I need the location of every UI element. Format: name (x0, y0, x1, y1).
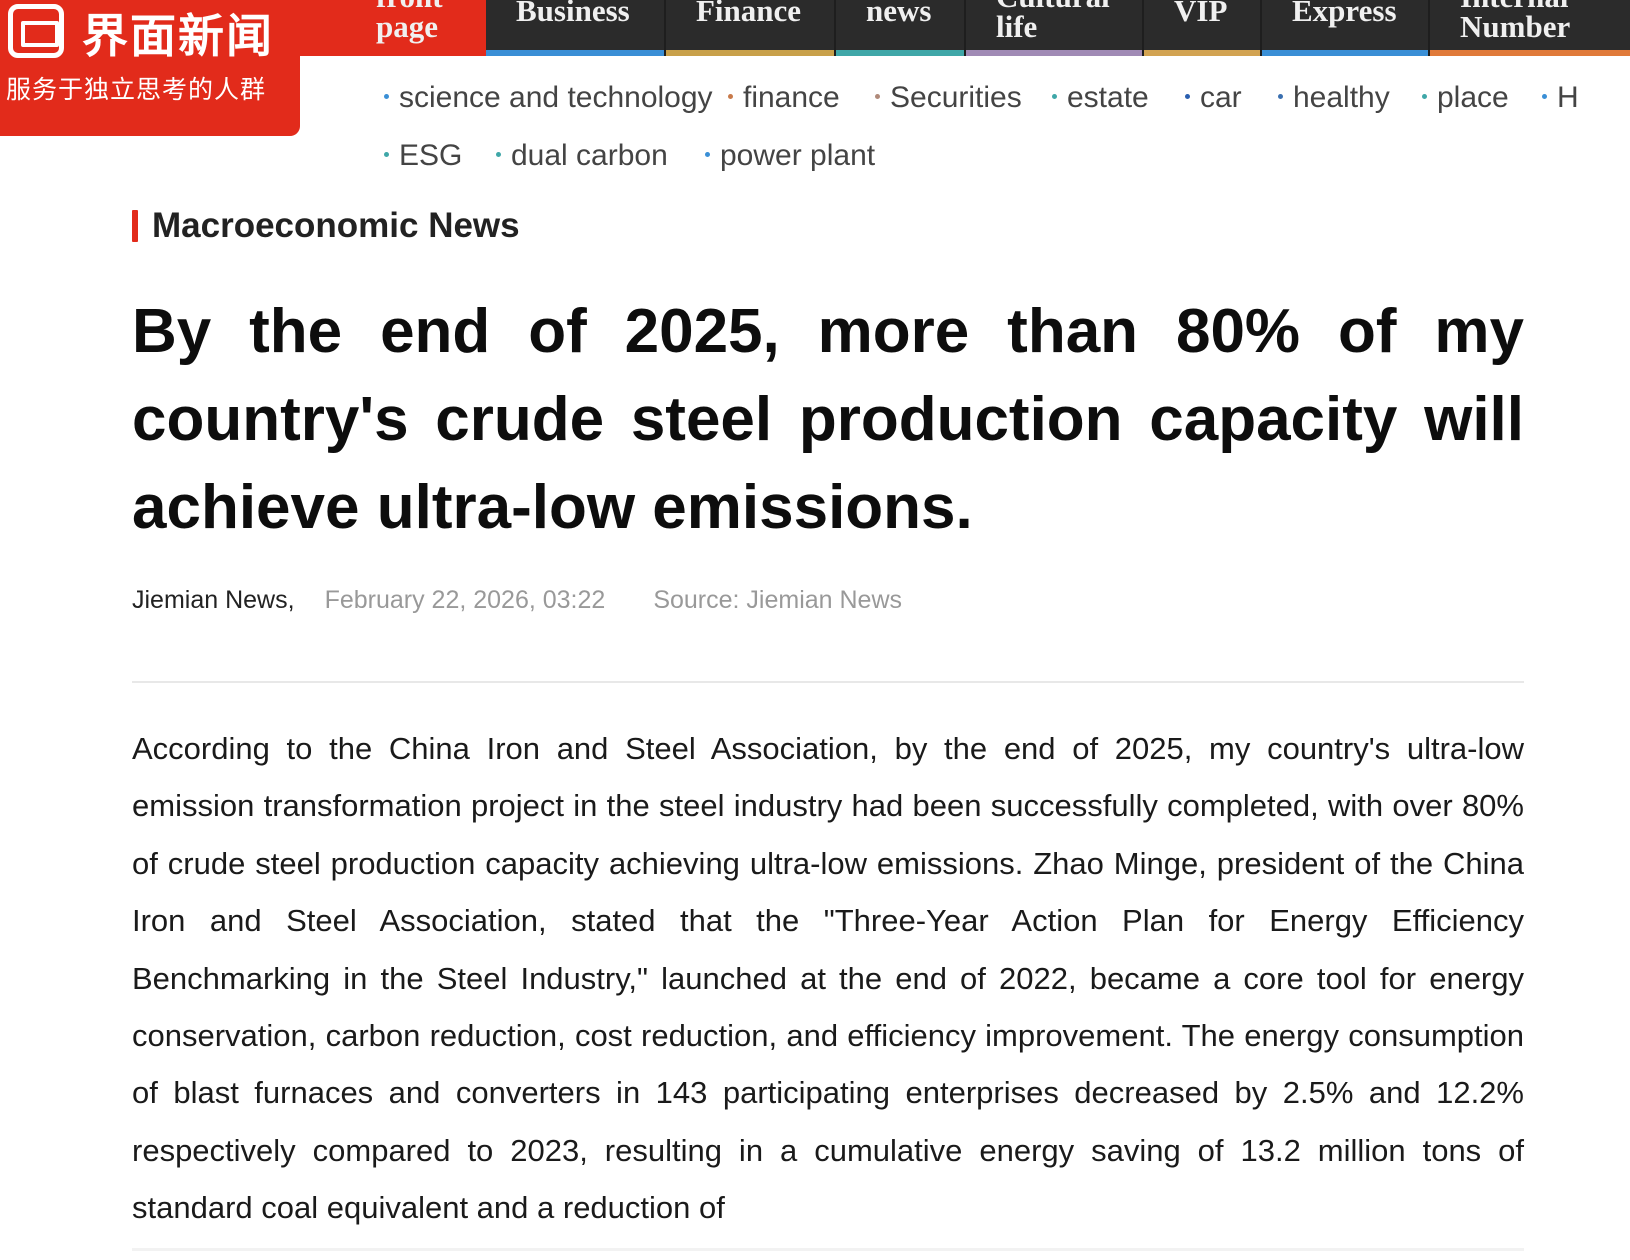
subnav-label: car (1200, 81, 1242, 114)
subnav-label: ESG (399, 139, 463, 172)
nav-accent-bar (836, 50, 966, 56)
subnav-label: H (1557, 81, 1579, 114)
bullet-dot (728, 93, 733, 99)
subnav-item-power-plant[interactable]: power plant (705, 134, 875, 178)
bullet-dot (384, 151, 389, 157)
subnav-item-car[interactable]: car (1185, 76, 1242, 120)
article-date: February 22, 2026, 03:22 (324, 586, 606, 614)
site-logo[interactable]: 界面新闻 服务于独立思考的人群 (0, 0, 300, 136)
nav-item-front-page[interactable]: front page (290, 0, 486, 56)
article-source: Source: Jiemian News (653, 586, 903, 614)
subnav-label: estate (1067, 81, 1149, 114)
nav-label: Finance (696, 0, 802, 28)
logo-name: 界面新闻 (82, 10, 274, 62)
subnav-label: power plant (720, 139, 876, 172)
subnav-row-1: science and technology finance Securitie… (384, 76, 1630, 134)
article-category[interactable]: Macroeconomic News (132, 206, 520, 246)
bullet-dot (705, 151, 710, 157)
bullet-dot (1278, 93, 1283, 99)
article-author[interactable]: Jiemian News, (132, 586, 295, 614)
subnav-label: place (1437, 81, 1509, 114)
nav-item-business[interactable]: Business (486, 0, 666, 56)
logo-slogan: 服务于独立思考的人群 (6, 76, 267, 104)
subnav-item-estate[interactable]: estate (1052, 76, 1149, 120)
bullet-dot (1422, 93, 1427, 99)
bullet-dot (1052, 93, 1057, 99)
subnav-label: Securities (890, 81, 1022, 114)
bullet-dot (1542, 93, 1547, 99)
main-navigation: front page Business Finance news Cultura… (290, 0, 1630, 56)
article-headline: By the end of 2025, more than 80% of my … (132, 297, 1524, 542)
subnav-label: dual carbon (511, 139, 668, 172)
bullet-dot (875, 93, 880, 99)
subnav-label: finance (743, 81, 840, 114)
nav-accent-bar (486, 50, 666, 56)
subnav-item-healthy[interactable]: healthy (1278, 76, 1390, 120)
subnav-item-place[interactable]: place (1422, 76, 1509, 120)
sub-navigation: science and technology finance Securitie… (384, 76, 1630, 192)
subnav-row-2: ESG dual carbon power plant (384, 134, 1630, 192)
article-divider (132, 681, 1524, 683)
logo-icon (8, 4, 64, 58)
subnav-item-dual-carbon[interactable]: dual carbon (496, 134, 668, 178)
nav-label: Internal Number (1460, 0, 1571, 44)
nav-label: VIP (1174, 0, 1228, 28)
bullet-dot (384, 93, 389, 99)
article-body: According to the China Iron and Steel As… (132, 731, 1524, 1226)
nav-item-cultural-life[interactable]: Cultural life (966, 0, 1144, 56)
subnav-item-science-and-technology[interactable]: science and technology (384, 76, 713, 120)
subnav-item-esg[interactable]: ESG (384, 134, 462, 178)
nav-label: Express (1292, 0, 1397, 28)
bullet-dot (496, 151, 501, 157)
subnav-item-h[interactable]: H (1542, 76, 1579, 120)
subnav-item-finance[interactable]: finance (728, 76, 840, 120)
nav-item-express[interactable]: Express (1262, 0, 1430, 56)
category-label: Macroeconomic News (152, 206, 520, 245)
category-accent-bar (132, 210, 138, 242)
nav-active-bar (290, 50, 486, 56)
nav-accent-bar (666, 50, 836, 56)
nav-item-vip[interactable]: VIP (1144, 0, 1262, 56)
nav-accent-bar (1144, 50, 1262, 56)
subnav-label: science and technology (399, 81, 713, 114)
nav-label: news (866, 0, 932, 28)
bottom-rule (132, 1248, 1524, 1251)
nav-accent-bar (1262, 50, 1430, 56)
nav-accent-bar (1430, 50, 1630, 56)
bullet-dot (1185, 93, 1190, 99)
subnav-label: healthy (1293, 81, 1390, 114)
nav-label: Cultural life (996, 0, 1110, 44)
article-meta: Jiemian News, February 22, 2026, 03:22 Sou… (132, 580, 902, 620)
nav-label: front page (376, 0, 443, 44)
nav-item-internal-number[interactable]: Internal Number (1430, 0, 1630, 56)
nav-label: Business (516, 0, 630, 28)
nav-accent-bar (966, 50, 1144, 56)
nav-item-finance[interactable]: Finance (666, 0, 836, 56)
nav-item-news[interactable]: news (836, 0, 966, 56)
subnav-item-securities[interactable]: Securities (875, 76, 1022, 120)
